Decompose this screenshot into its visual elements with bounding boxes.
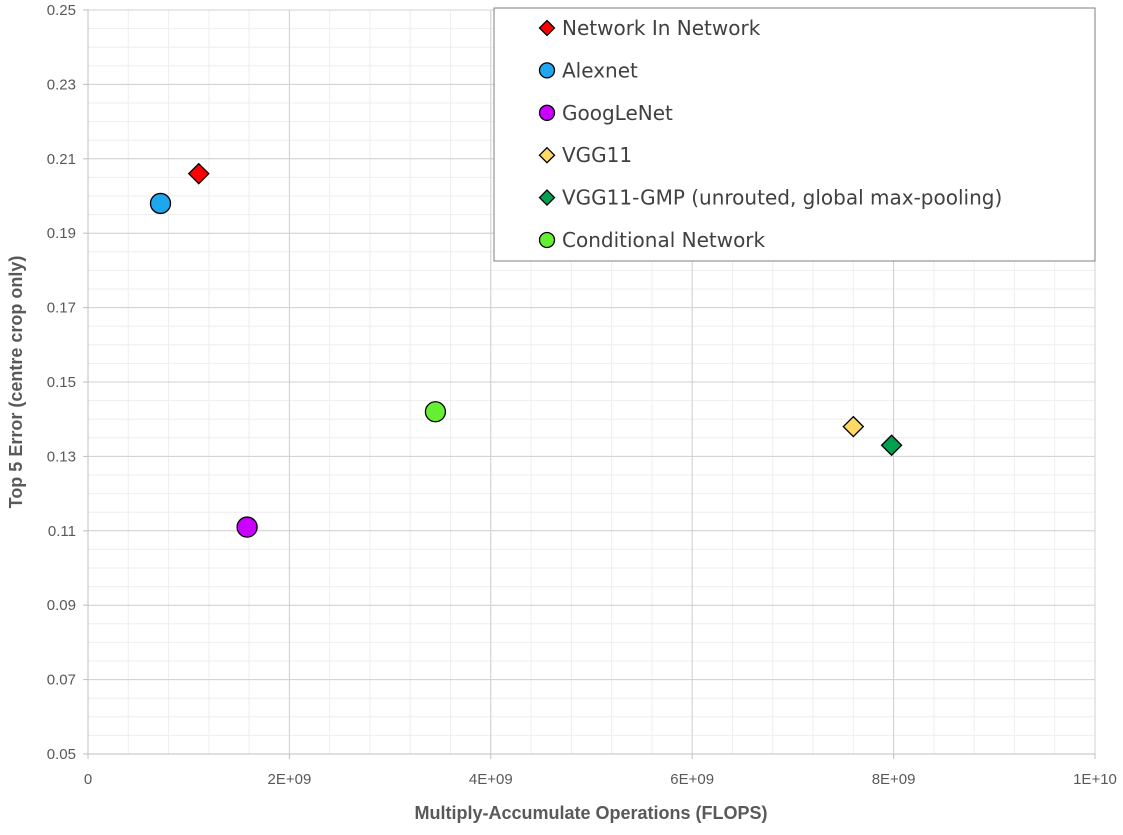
- y-tick-label: 0.15: [47, 374, 76, 391]
- y-tick-label: 0.05: [47, 746, 76, 763]
- x-tick-label: 2E+09: [268, 771, 312, 788]
- legend-marker: [538, 19, 556, 37]
- data-point: [236, 516, 258, 538]
- x-axis-ticks: 0 2E+09 4E+09 6E+09 8E+09 1E+10: [84, 753, 1117, 788]
- data-point: [880, 434, 903, 457]
- legend-box: [493, 7, 1096, 262]
- legend-label: Network In Network: [562, 16, 761, 40]
- y-tick-label: 0.11: [48, 523, 76, 540]
- legend-marker: [538, 62, 556, 79]
- data-point: [842, 415, 865, 438]
- legend-marker: [538, 231, 556, 249]
- y-tick-label: 0.19: [47, 225, 76, 242]
- data-point: [149, 192, 172, 215]
- legend: Network In Network Alexnet GoogLeNet VGG11 V…: [493, 7, 1096, 262]
- y-axis-ticks: 0.05 0.07 0.09 0.11 0.13 0.15 0.17 0.19 0.21 0.23…: [47, 2, 89, 763]
- x-tick-label: 0: [84, 771, 92, 788]
- legend-label: VGG11: [562, 143, 632, 167]
- data-point: [424, 401, 447, 423]
- y-tick-label: 0.23: [47, 76, 76, 93]
- data-points: [149, 162, 903, 538]
- y-tick-label: 0.25: [47, 2, 76, 19]
- x-tick-label: 6E+09: [670, 771, 714, 788]
- legend-label: GoogLeNet: [562, 101, 673, 125]
- y-tick-label: 0.13: [47, 448, 76, 465]
- data-point: [187, 162, 210, 185]
- legend-label: Alexnet: [562, 58, 638, 82]
- legend-label: VGG11-GMP (unrouted, global max-pooling): [562, 186, 1002, 210]
- legend-marker: [538, 104, 556, 121]
- legend-label: Conditional Network: [562, 228, 766, 252]
- y-tick-label: 0.21: [47, 151, 76, 168]
- x-tick-label: 4E+09: [469, 771, 513, 788]
- y-axis-title: Top 5 Error (centre crop only): [6, 256, 26, 509]
- x-tick-label: 1E+10: [1073, 771, 1117, 788]
- x-tick-label: 8E+09: [872, 771, 916, 788]
- y-tick-label: 0.09: [47, 597, 76, 614]
- y-tick-label: 0.07: [47, 672, 76, 689]
- legend-marker: [538, 146, 556, 164]
- y-tick-label: 0.17: [47, 300, 76, 317]
- x-axis-title: Multiply-Accumulate Operations (FLOPS): [414, 803, 767, 823]
- legend-marker: [538, 189, 556, 207]
